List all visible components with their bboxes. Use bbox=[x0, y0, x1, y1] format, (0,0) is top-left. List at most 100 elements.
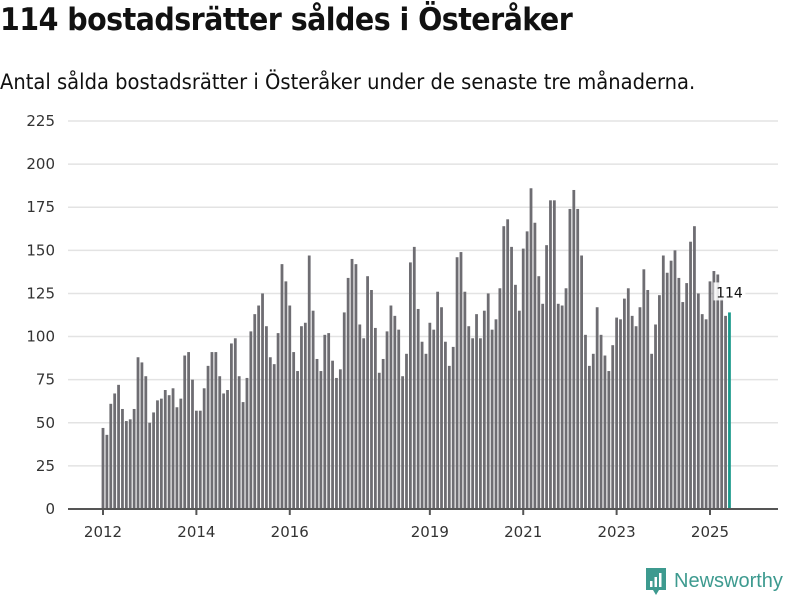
bar bbox=[226, 390, 229, 509]
bar bbox=[638, 307, 642, 509]
bar bbox=[292, 352, 296, 509]
bar bbox=[105, 434, 109, 509]
y-tick-label: 0 bbox=[45, 500, 55, 518]
bar bbox=[198, 410, 202, 509]
bar bbox=[187, 352, 190, 509]
bar bbox=[494, 319, 498, 509]
y-tick-label: 75 bbox=[36, 371, 55, 389]
bar bbox=[167, 395, 171, 509]
bar bbox=[658, 295, 661, 509]
bar bbox=[650, 353, 654, 509]
bar bbox=[253, 314, 257, 509]
bar bbox=[440, 307, 443, 509]
bar bbox=[152, 412, 155, 509]
bar bbox=[241, 402, 245, 509]
bar bbox=[335, 377, 338, 509]
bar bbox=[459, 252, 463, 509]
bar bbox=[595, 307, 599, 509]
bar bbox=[358, 324, 362, 509]
bar bbox=[233, 338, 237, 509]
bar bbox=[265, 326, 268, 509]
bar bbox=[564, 288, 568, 509]
bar bbox=[584, 334, 587, 509]
bar bbox=[101, 427, 105, 509]
bar bbox=[280, 264, 284, 509]
bar bbox=[654, 324, 657, 509]
bar bbox=[175, 407, 179, 509]
bar bbox=[486, 293, 490, 509]
bar bbox=[708, 281, 712, 509]
bar bbox=[381, 358, 385, 509]
newsworthy-logo[interactable]: Newsworthy bbox=[644, 566, 783, 596]
bar bbox=[249, 331, 253, 509]
bar bbox=[311, 310, 315, 509]
bar bbox=[432, 329, 436, 509]
bar bbox=[549, 200, 552, 509]
bar bbox=[514, 284, 517, 509]
bar bbox=[109, 403, 113, 509]
bar bbox=[669, 260, 673, 509]
bar bbox=[148, 422, 152, 509]
x-axis: 2012 2014 2016 2019 2021 2023 2025 bbox=[68, 508, 778, 541]
bar bbox=[245, 377, 249, 509]
y-tick-label: 50 bbox=[36, 414, 55, 432]
bar bbox=[315, 358, 319, 509]
bar bbox=[303, 322, 307, 509]
bar bbox=[370, 289, 373, 509]
bar bbox=[506, 219, 510, 509]
bar bbox=[537, 276, 541, 509]
bar-chart-speech-bubble-icon bbox=[646, 568, 666, 595]
bar bbox=[490, 329, 494, 509]
bar bbox=[214, 352, 218, 509]
bar bbox=[373, 327, 377, 509]
bar bbox=[222, 393, 226, 509]
bar bbox=[696, 293, 700, 509]
y-tick-label: 125 bbox=[26, 284, 55, 302]
x-tick-label: 2025 bbox=[691, 523, 729, 541]
bar bbox=[510, 246, 513, 509]
y-tick-label: 200 bbox=[26, 155, 55, 173]
bar bbox=[362, 338, 366, 509]
bar bbox=[587, 365, 591, 509]
bar bbox=[424, 353, 428, 509]
y-tick-label: 100 bbox=[26, 328, 55, 346]
bar bbox=[156, 400, 159, 509]
bar bbox=[661, 255, 665, 509]
bar bbox=[276, 333, 280, 509]
bar bbox=[471, 338, 475, 509]
bar bbox=[545, 245, 548, 509]
bar bbox=[117, 384, 120, 509]
bar bbox=[183, 355, 187, 509]
bar bbox=[132, 408, 136, 509]
bar bbox=[529, 188, 533, 509]
bar bbox=[704, 319, 708, 509]
x-tick-label: 2021 bbox=[504, 523, 542, 541]
bar bbox=[502, 226, 506, 510]
bar bbox=[397, 329, 401, 509]
bar bbox=[393, 315, 397, 509]
bar bbox=[342, 312, 346, 509]
bar-latest bbox=[728, 312, 731, 509]
bar bbox=[284, 281, 288, 509]
last-value-label-bg bbox=[713, 282, 746, 301]
bar bbox=[385, 331, 389, 509]
bar bbox=[572, 189, 576, 509]
x-tick-label: 2016 bbox=[271, 523, 309, 541]
bar bbox=[121, 408, 124, 509]
bar bbox=[428, 322, 432, 509]
bar bbox=[681, 302, 685, 509]
bar bbox=[128, 419, 132, 509]
bar bbox=[230, 343, 233, 509]
bar bbox=[642, 269, 646, 509]
bar bbox=[420, 341, 424, 509]
x-tick-label: 2019 bbox=[411, 523, 449, 541]
bar bbox=[599, 334, 603, 509]
bar bbox=[140, 362, 144, 509]
bar bbox=[716, 274, 720, 509]
page-subtitle: Antal sålda bostadsrätter i Österåker un… bbox=[0, 70, 696, 94]
last-value-label: 114 bbox=[716, 285, 743, 301]
page-title: 114 bostadsrätter såldes i Österåker bbox=[0, 2, 573, 38]
bar bbox=[237, 376, 241, 509]
bar bbox=[665, 272, 669, 509]
